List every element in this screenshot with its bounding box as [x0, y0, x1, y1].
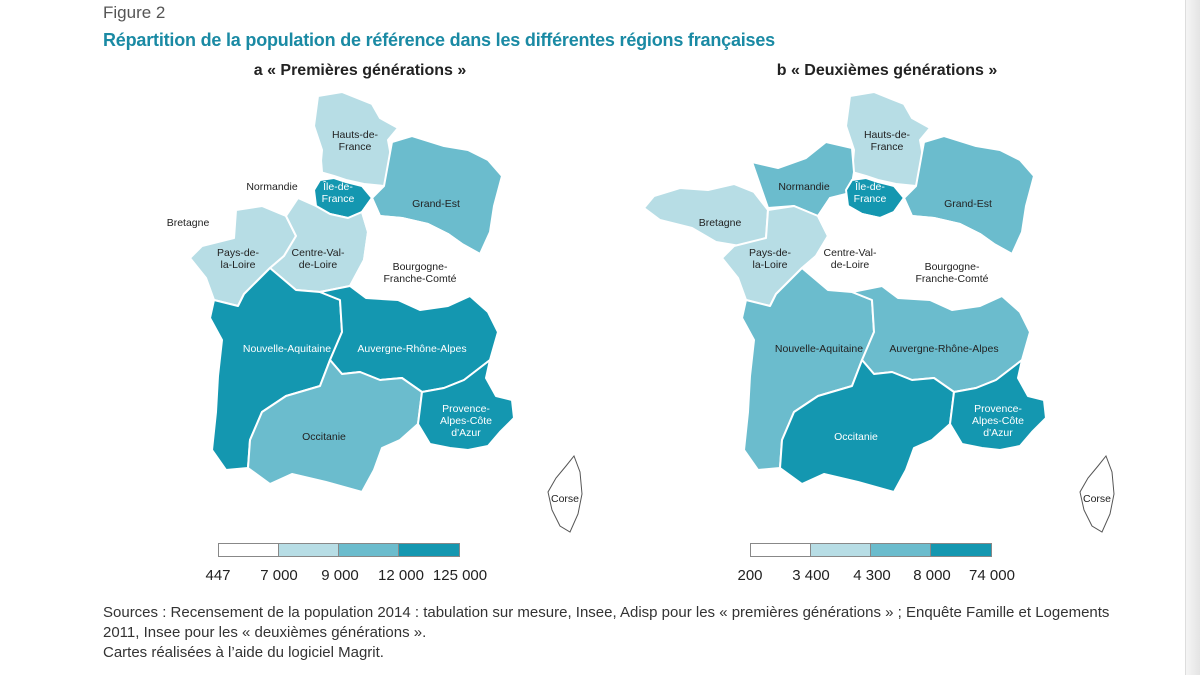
legend-b-class-2: [811, 544, 871, 556]
region-label-occitanie: Occitanie: [834, 431, 878, 443]
legend-a: [218, 543, 460, 557]
region-label-corse: Corse: [551, 493, 579, 505]
region-label-pays-de-la-loire: Pays-de-la-Loire: [749, 247, 792, 271]
legend-a-tick: 447: [205, 567, 231, 584]
figure-label: Figure 2: [103, 3, 166, 22]
map-a-title: a « Premières générations »: [253, 62, 467, 79]
region-label-paca: Provence-Alpes-Côte d'Azur: [972, 403, 1024, 439]
sources-line: Cartes réalisées à l’aide du logiciel Ma…: [103, 644, 384, 661]
legend-a-tick: 9 000: [321, 567, 359, 584]
legend-a-class-1: [219, 544, 279, 556]
legend-b-tick: 4 300: [853, 567, 891, 584]
region-label-bourgogne-franche-comte: Bourgogne-Franche-Comté: [916, 261, 989, 285]
map-b: Hauts-de-France Normandie Île-de-France Gra…: [643, 91, 1115, 533]
region-label-occitanie: Occitanie: [302, 431, 346, 443]
legend-b: [750, 543, 992, 557]
region-label-bretagne: Bretagne: [699, 217, 742, 229]
region-bourgogne-franche-comte: [349, 197, 487, 311]
page-edge: [1185, 0, 1200, 675]
region-label-auvergne-rhone-alpes: Auvergne-Rhône-Alpes: [357, 343, 466, 355]
region-label-normandie: Normandie: [246, 181, 298, 193]
region-label-auvergne-rhone-alpes: Auvergne-Rhône-Alpes: [889, 343, 998, 355]
region-label-paca: Provence-Alpes-Côte d'Azur: [440, 403, 492, 439]
region-paca: [949, 359, 1047, 451]
region-label-hauts-de-france: Hauts-de-France: [332, 129, 379, 153]
legend-a-tick: 125 000: [432, 567, 488, 584]
legend-a-class-2: [279, 544, 339, 556]
sources-line: 2011, Insee pour les « deuxièmes générat…: [103, 624, 427, 641]
legend-a-class-3: [339, 544, 399, 556]
region-label-centre-val-de-loire: Centre-Val-de-Loire: [292, 247, 345, 271]
legend-a-class-4: [399, 544, 459, 556]
sources-note: Sources : Recensement de la population 2…: [103, 603, 1163, 663]
map-a: Hauts-de-France Normandie Île-de-France Gra…: [111, 91, 583, 533]
region-label-nouvelle-aquitaine: Nouvelle-Aquitaine: [243, 343, 331, 355]
legend-b-tick: 8 000: [913, 567, 951, 584]
maps-canvas: Hauts-de-France Normandie Île-de-France Gra…: [111, 91, 1115, 533]
region-label-hauts-de-france: Hauts-de-France: [864, 129, 911, 153]
region-label-normandie: Normandie: [778, 181, 830, 193]
region-paca: [417, 359, 515, 451]
legend-a-tick: 7 000: [260, 567, 298, 584]
region-occitanie: [779, 359, 955, 493]
region-label-grand-est: Grand-Est: [944, 198, 992, 210]
region-label-pays-de-la-loire: Pays-de-la-Loire: [217, 247, 260, 271]
region-label-centre-val-de-loire: Centre-Val-de-Loire: [824, 247, 877, 271]
region-corse: [547, 455, 583, 533]
region-label-ile-de-france: Île-de-France: [854, 180, 887, 205]
region-occitanie: [247, 359, 423, 493]
region-bourgogne-franche-comte: [881, 197, 1019, 311]
legend-b-class-3: [871, 544, 931, 556]
legend-a-tick: 12 000: [378, 567, 424, 584]
legend-b-tick: 200: [737, 567, 763, 584]
region-label-corse: Corse: [1083, 493, 1111, 505]
region-bretagne: [111, 183, 237, 247]
region-label-grand-est: Grand-Est: [412, 198, 460, 210]
region-bretagne: [643, 183, 769, 247]
legend-b-class-4: [931, 544, 991, 556]
legend-b-tick: 3 400: [792, 567, 830, 584]
region-label-bretagne: Bretagne: [167, 217, 210, 229]
region-label-ile-de-france: Île-de-France: [322, 180, 355, 205]
map-b-title: b « Deuxièmes générations »: [776, 62, 998, 79]
sources-line: Sources : Recensement de la population 2…: [103, 604, 1110, 621]
region-label-bourgogne-franche-comte: Bourgogne-Franche-Comté: [384, 261, 457, 285]
figure-title: Répartition de la population de référenc…: [103, 30, 775, 50]
region-label-nouvelle-aquitaine: Nouvelle-Aquitaine: [775, 343, 863, 355]
legend-b-class-1: [751, 544, 811, 556]
legend-b-tick: 74 000: [969, 567, 1015, 584]
region-corse: [1079, 455, 1115, 533]
